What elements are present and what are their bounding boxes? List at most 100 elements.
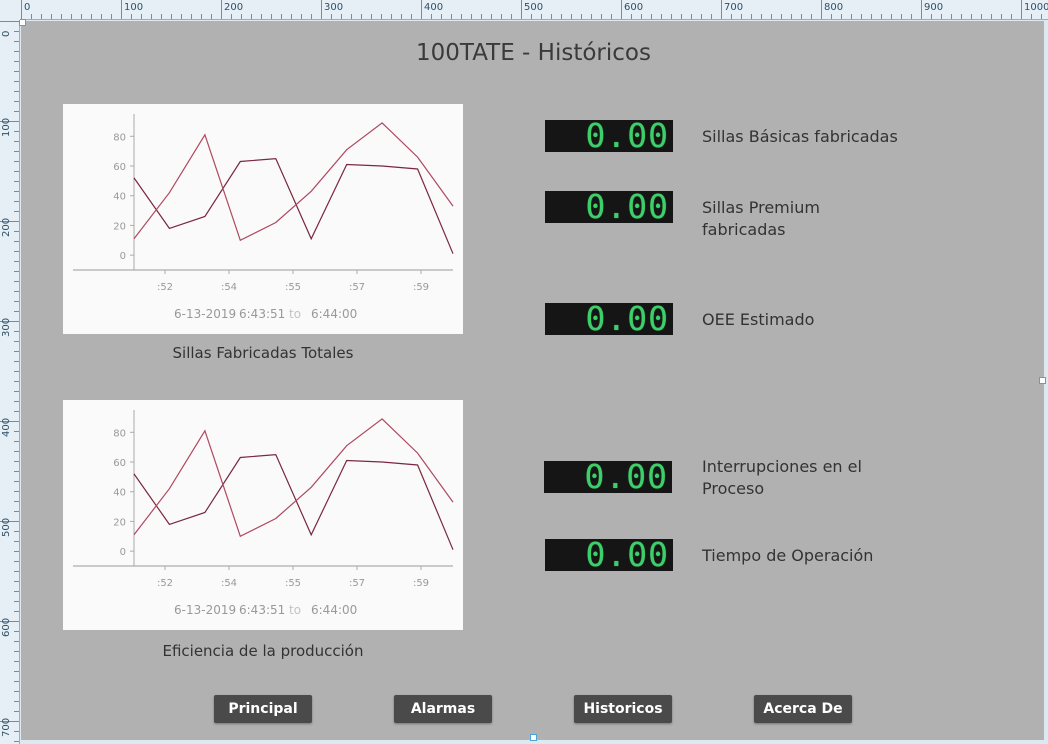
ruler-tick	[481, 14, 482, 19]
sillas-basicas-display: 0.00	[545, 117, 673, 155]
ruler-tick	[14, 711, 19, 712]
ruler-label: 400	[1, 417, 12, 437]
resize-handle-middle-right[interactable]	[1039, 377, 1046, 384]
ruler-tick	[241, 14, 242, 19]
ruler-tick	[221, 0, 222, 19]
tiempo-operacion-display: 0.00	[545, 535, 673, 574]
ruler-tick	[781, 14, 782, 19]
ruler-tick	[741, 14, 742, 19]
ruler-tick	[551, 14, 552, 19]
ruler-tick	[14, 661, 19, 662]
ruler-tick	[391, 14, 392, 19]
ruler-tick	[0, 121, 19, 122]
ruler-tick	[621, 0, 622, 19]
ruler-tick	[341, 14, 342, 19]
vertical-ruler: 0 100 200 300 400 500 600 700	[0, 0, 20, 744]
ruler-tick	[711, 14, 712, 19]
x-tick-label: :57	[349, 282, 365, 293]
acerca-de-button[interactable]: Acerca De	[754, 695, 852, 723]
principal-button[interactable]: Principal	[214, 695, 312, 723]
ruler-label: 700	[1, 717, 12, 737]
ruler-tick	[0, 321, 19, 322]
ruler-tick	[14, 231, 19, 232]
ruler-tick	[71, 14, 72, 19]
ruler-tick	[14, 631, 19, 632]
ruler-tick	[14, 601, 19, 602]
series-line-1	[133, 157, 454, 254]
ruler-tick	[0, 521, 19, 522]
x-tick-label: :52	[157, 578, 173, 589]
ruler-label: 500	[524, 2, 544, 13]
ruler-tick	[861, 14, 862, 19]
ruler-tick	[471, 14, 472, 19]
ruler-tick	[971, 14, 972, 19]
tiempo-operacion-value: 0.00	[585, 535, 669, 574]
ruler-tick	[661, 14, 662, 19]
resize-handle-top-left[interactable]	[19, 19, 26, 26]
ruler-tick	[14, 371, 19, 372]
sillas-totales-chart-svg: 0 20 40 60 80:52:54:55:57:59 6-13-2019 6:43:51…	[73, 114, 454, 321]
y-tick-label: 40	[113, 488, 126, 499]
ruler-tick	[14, 731, 19, 732]
ruler-tick	[701, 14, 702, 19]
series-line-1	[133, 453, 454, 550]
ruler-tick	[14, 691, 19, 692]
ruler-tick	[14, 181, 19, 182]
range-separator: to	[289, 307, 301, 321]
ruler-tick	[14, 51, 19, 52]
x-tick-label: :59	[413, 282, 429, 293]
sillas-totales-caption: Sillas Fabricadas Totales	[172, 344, 354, 362]
ruler-label: 600	[624, 2, 644, 13]
ruler-tick	[14, 551, 19, 552]
ruler-tick	[41, 14, 42, 19]
x-tick-label: :52	[157, 282, 173, 293]
ruler-tick	[14, 411, 19, 412]
ruler-tick	[251, 14, 252, 19]
ruler-label: 100	[124, 2, 144, 13]
ruler-tick	[941, 14, 942, 19]
ruler-tick	[461, 14, 462, 19]
oee-value: 0.00	[585, 299, 669, 338]
ruler-tick	[811, 14, 812, 19]
ruler-tick	[14, 741, 19, 742]
ruler-tick	[181, 14, 182, 19]
ruler-tick	[761, 14, 762, 19]
sillas-totales-chart[interactable]: 0 20 40 60 80:52:54:55:57:59 6-13-2019 6:43:51…	[63, 104, 463, 334]
x-tick-label: :55	[285, 578, 301, 589]
ruler-tick	[0, 621, 19, 622]
ruler-tick	[14, 91, 19, 92]
ruler-tick	[831, 14, 832, 19]
ruler-label: 200	[1, 217, 12, 237]
range-date: 6-13-2019	[174, 307, 236, 321]
ruler-tick	[81, 14, 82, 19]
ruler-tick	[1001, 14, 1002, 19]
ruler-tick	[14, 331, 19, 332]
alarmas-button[interactable]: Alarmas	[394, 695, 492, 723]
ruler-tick	[14, 561, 19, 562]
y-tick-label: 60	[113, 162, 126, 173]
ruler-tick	[0, 421, 19, 422]
ruler-label: 0	[1, 30, 12, 37]
ruler-tick	[1041, 14, 1042, 19]
ruler-tick	[14, 261, 19, 262]
ruler-tick	[14, 251, 19, 252]
series-line-2	[133, 418, 454, 538]
x-tick-label: :54	[221, 282, 237, 293]
ruler-tick	[301, 14, 302, 19]
ruler-tick	[14, 191, 19, 192]
ruler-tick	[451, 14, 452, 19]
ruler-tick	[14, 471, 19, 472]
ruler-tick	[361, 14, 362, 19]
resize-handle-bottom-center[interactable]	[530, 734, 537, 741]
historicos-button[interactable]: Historicos	[574, 695, 672, 723]
range-separator: to	[289, 603, 301, 617]
ruler-tick	[14, 671, 19, 672]
ruler-label: 400	[424, 2, 444, 13]
eficiencia-chart[interactable]: 0 20 40 60 80:52:54:55:57:59 6-13-2019 6:43:51…	[63, 400, 463, 630]
ruler-tick	[61, 14, 62, 19]
ruler-label: 0	[24, 2, 31, 13]
ruler-label: 600	[1, 617, 12, 637]
ruler-tick	[0, 221, 19, 222]
horizontal-ruler: 0 100 200 300 400 500 600 700 800 900 1000	[0, 0, 1048, 20]
ruler-tick	[561, 14, 562, 19]
